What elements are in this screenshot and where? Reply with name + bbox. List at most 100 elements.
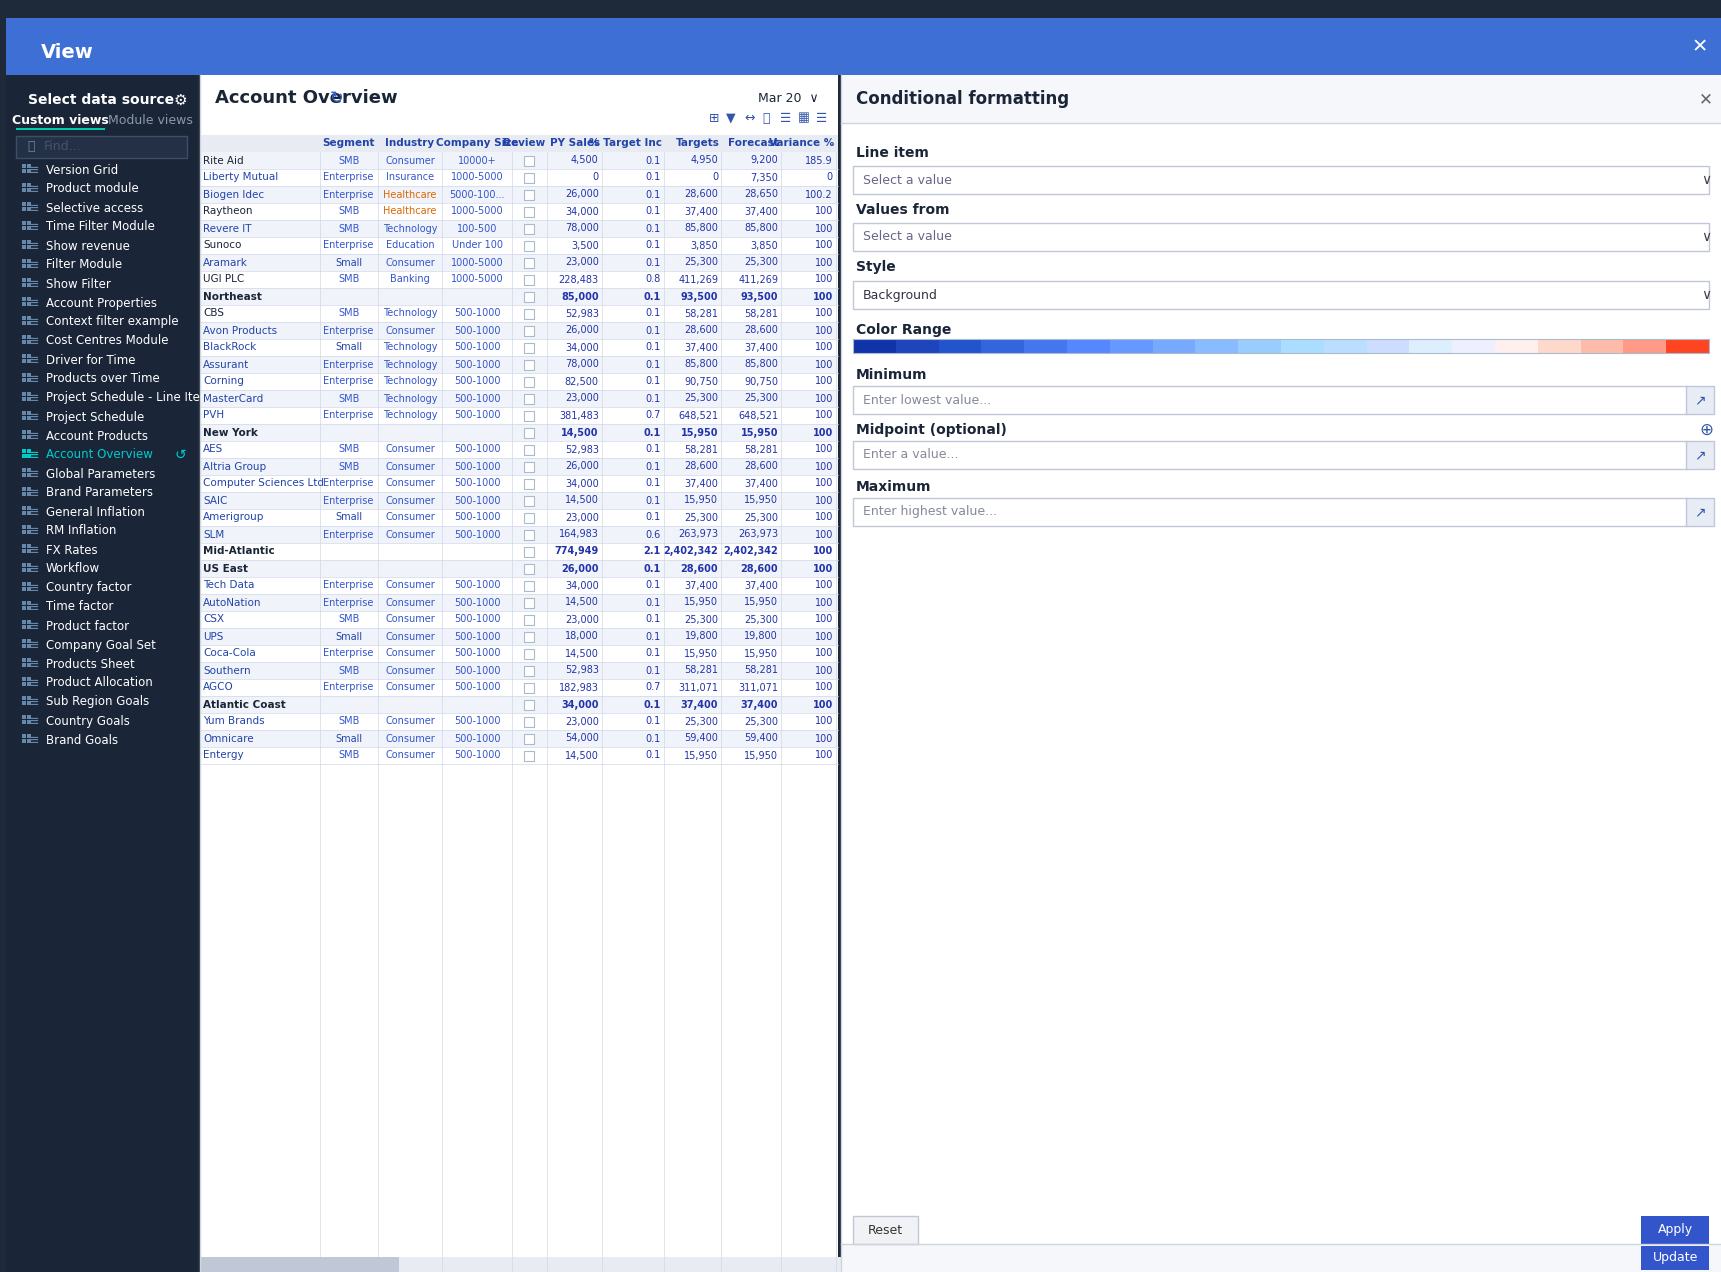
Bar xyxy=(28,207,31,211)
Bar xyxy=(28,226,31,230)
Text: 37,400: 37,400 xyxy=(743,342,778,352)
Text: Product factor: Product factor xyxy=(46,619,129,632)
Text: 500-1000: 500-1000 xyxy=(454,462,501,472)
Text: 26,000: 26,000 xyxy=(564,190,599,200)
Bar xyxy=(200,628,838,645)
Text: Altria Group: Altria Group xyxy=(203,462,267,472)
Bar xyxy=(28,544,31,548)
Bar xyxy=(854,385,1688,413)
Text: ▼: ▼ xyxy=(726,112,737,125)
Text: SMB: SMB xyxy=(337,275,360,285)
Bar xyxy=(200,135,838,151)
Text: 37,400: 37,400 xyxy=(685,478,718,488)
Bar xyxy=(854,223,1709,251)
Bar xyxy=(22,682,26,686)
Text: ↺: ↺ xyxy=(174,448,186,462)
Bar xyxy=(200,1257,842,1272)
Bar xyxy=(523,309,534,319)
Text: ⊕: ⊕ xyxy=(1699,421,1712,439)
Text: ∨: ∨ xyxy=(1700,230,1711,244)
Bar xyxy=(28,282,31,287)
Text: 100: 100 xyxy=(814,224,833,234)
Text: 0.1: 0.1 xyxy=(645,326,661,336)
Bar xyxy=(28,530,31,534)
Text: 28,600: 28,600 xyxy=(740,563,778,574)
Text: 15,950: 15,950 xyxy=(685,750,718,761)
Text: Healthcare: Healthcare xyxy=(384,206,437,216)
Text: 37,400: 37,400 xyxy=(743,478,778,488)
Bar xyxy=(22,563,26,567)
Text: Small: Small xyxy=(336,257,361,267)
Text: 0.1: 0.1 xyxy=(645,665,661,675)
Text: 500-1000: 500-1000 xyxy=(454,393,501,403)
Bar xyxy=(22,296,26,301)
Bar xyxy=(22,492,26,496)
Text: US East: US East xyxy=(203,563,248,574)
Bar xyxy=(22,600,26,605)
Bar xyxy=(200,424,838,441)
Text: SAIC: SAIC xyxy=(203,496,227,505)
Text: 54,000: 54,000 xyxy=(564,734,599,744)
Bar xyxy=(28,644,31,647)
Text: Enterprise: Enterprise xyxy=(324,360,373,369)
Text: Products Sheet: Products Sheet xyxy=(46,658,134,670)
Bar xyxy=(28,696,31,700)
Text: Filter Module: Filter Module xyxy=(46,258,122,271)
Text: Country factor: Country factor xyxy=(46,581,131,594)
Text: Consumer: Consumer xyxy=(386,513,435,523)
Text: 28,600: 28,600 xyxy=(743,326,778,336)
Bar xyxy=(1687,499,1714,527)
Bar xyxy=(28,435,31,439)
Text: Consumer: Consumer xyxy=(386,462,435,472)
Text: 0.7: 0.7 xyxy=(645,683,661,692)
Bar xyxy=(22,639,26,644)
Text: ≡: ≡ xyxy=(28,675,40,689)
Bar xyxy=(22,169,26,173)
Bar xyxy=(523,581,534,591)
Text: Revere IT: Revere IT xyxy=(203,224,251,234)
Text: 500-1000: 500-1000 xyxy=(454,580,501,590)
Text: 25,300: 25,300 xyxy=(743,393,778,403)
Text: 0.1: 0.1 xyxy=(645,444,661,454)
Text: Conditional formatting: Conditional formatting xyxy=(855,90,1069,108)
Text: 0.1: 0.1 xyxy=(645,734,661,744)
Text: ≡: ≡ xyxy=(28,639,40,653)
Text: Consumer: Consumer xyxy=(386,614,435,625)
Text: 58,281: 58,281 xyxy=(685,665,718,675)
Text: Avon Products: Avon Products xyxy=(203,326,277,336)
Text: ≡: ≡ xyxy=(28,258,40,272)
Text: CSX: CSX xyxy=(203,614,224,625)
Text: 26,000: 26,000 xyxy=(561,563,599,574)
Text: Maximum: Maximum xyxy=(855,480,931,494)
Text: 37,400: 37,400 xyxy=(743,580,778,590)
Text: 100: 100 xyxy=(814,580,833,590)
Text: Mar 20  ∨: Mar 20 ∨ xyxy=(759,92,819,104)
Bar xyxy=(28,525,31,529)
Bar xyxy=(22,506,26,510)
Text: ≡: ≡ xyxy=(28,448,40,462)
Text: 25,300: 25,300 xyxy=(685,257,718,267)
Text: 100: 100 xyxy=(814,750,833,761)
Text: Consumer: Consumer xyxy=(386,631,435,641)
Bar xyxy=(15,136,188,158)
Bar xyxy=(28,354,31,357)
Text: 500-1000: 500-1000 xyxy=(454,478,501,488)
Text: Enter highest value...: Enter highest value... xyxy=(862,505,996,519)
Text: 37,400: 37,400 xyxy=(743,206,778,216)
Text: ⚙: ⚙ xyxy=(174,93,188,108)
Text: Enterprise: Enterprise xyxy=(324,478,373,488)
Text: 28,600: 28,600 xyxy=(743,462,778,472)
Bar xyxy=(523,750,534,761)
Text: 500-1000: 500-1000 xyxy=(454,377,501,387)
Text: ≡: ≡ xyxy=(28,429,40,443)
Text: 15,950: 15,950 xyxy=(685,649,718,659)
Text: 25,300: 25,300 xyxy=(685,393,718,403)
Text: ≡: ≡ xyxy=(28,182,40,196)
Bar xyxy=(28,378,31,382)
Text: Review: Review xyxy=(503,139,546,149)
Text: 0.1: 0.1 xyxy=(645,206,661,216)
Text: 0: 0 xyxy=(712,173,718,182)
Bar xyxy=(22,354,26,357)
Bar xyxy=(22,221,26,225)
Bar xyxy=(200,186,838,204)
